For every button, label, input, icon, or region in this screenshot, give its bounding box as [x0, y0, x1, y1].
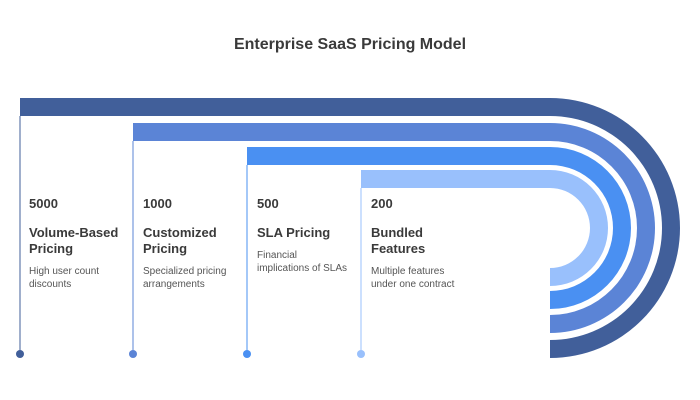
endpoint-dot-sla	[243, 350, 251, 358]
item-value: 5000	[29, 196, 58, 211]
item-description: Multiple features under one contract	[371, 266, 455, 290]
arc-band-volume-based	[20, 98, 680, 358]
arc-band-bundled	[361, 170, 608, 286]
item-customized: 1000 Customized Pricing Specialized pric…	[143, 196, 253, 291]
arc-band-sla	[247, 147, 631, 309]
page-title: Enterprise SaaS Pricing Model	[233, 36, 467, 53]
item-label: Customized Pricing	[143, 225, 217, 256]
arc-band-customized	[133, 123, 655, 333]
endpoint-dot-bundled	[357, 350, 365, 358]
item-value: 500	[257, 196, 279, 211]
item-value: 200	[371, 196, 393, 211]
item-label: SLA Pricing	[257, 225, 331, 240]
item-description: Specialized pricing arrangements	[143, 266, 227, 290]
item-description: High user count discounts	[29, 266, 100, 290]
item-description: Financial implications of SLAs	[257, 250, 348, 274]
item-volume-based: 5000 Volume-Based Pricing High user coun…	[29, 196, 139, 291]
endpoint-dot-volume-based	[16, 350, 24, 358]
endpoint-dot-customized	[129, 350, 137, 358]
item-label: Volume-Based Pricing	[29, 225, 119, 256]
item-sla: 500 SLA Pricing Financial implications o…	[257, 196, 367, 275]
item-bundled: 200 Bundled Features Multiple features u…	[371, 196, 481, 291]
item-label: Bundled Features	[371, 225, 426, 256]
item-value: 1000	[143, 196, 172, 211]
